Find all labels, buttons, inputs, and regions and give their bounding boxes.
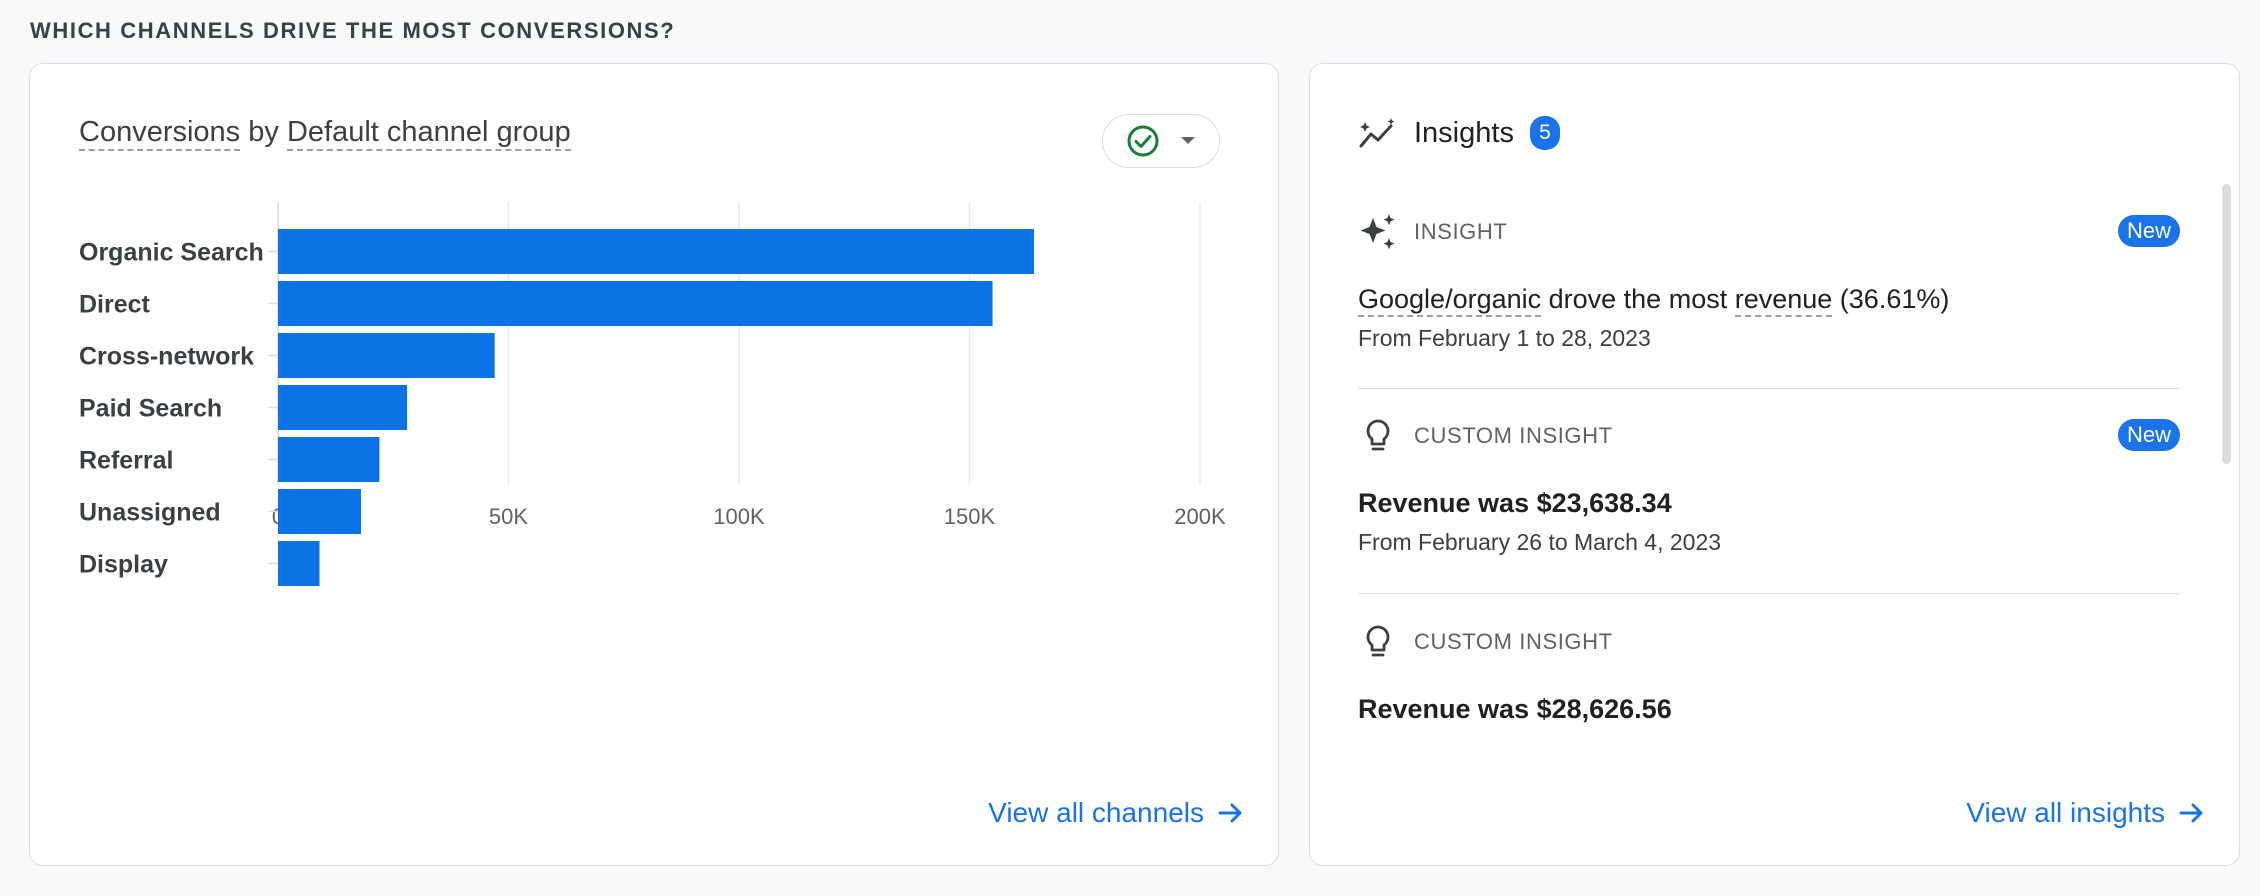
trend-sparkle-icon	[1359, 118, 1395, 148]
check-circle-icon	[1127, 125, 1159, 157]
bar-organic-search[interactable]	[278, 229, 1035, 274]
insight-type-label: CUSTOM INSIGHT	[1414, 629, 1613, 654]
insights-scrollbar[interactable]	[2222, 184, 2231, 464]
category-label: Direct	[79, 291, 151, 319]
new-badge: New	[2117, 419, 2180, 451]
insights-count-badge: 5	[1529, 116, 1560, 150]
insight-dimension-term[interactable]: Google/organic	[1358, 284, 1542, 317]
insights-card: Insights 5 INSIGHT New Google/organic dr…	[1309, 63, 2240, 866]
chart-title-connector: by	[240, 116, 287, 148]
category-label: Referral	[79, 447, 174, 475]
bar-paid-search[interactable]	[278, 385, 408, 430]
insight-item[interactable]: INSIGHT New Google/organic drove the mos…	[1358, 212, 2180, 352]
bar-unassigned[interactable]	[278, 489, 361, 534]
chart-title: Conversions by Default channel group	[79, 116, 571, 151]
view-all-channels-label: View all channels	[988, 797, 1204, 828]
bar-referral[interactable]	[278, 437, 380, 482]
insight-type-row: INSIGHT	[1358, 212, 2180, 252]
sparkle-icon	[1360, 214, 1395, 250]
insight-headline: Revenue was $28,626.56	[1358, 694, 1672, 724]
view-all-channels-link[interactable]: View all channels	[988, 797, 1244, 829]
insights-title: Insights	[1414, 116, 1514, 149]
insight-headline-value: (36.61%)	[1832, 284, 1950, 314]
lightbulb-icon	[1366, 419, 1390, 451]
insight-type-label: INSIGHT	[1414, 219, 1508, 244]
view-all-insights-label: View all insights	[1966, 797, 2165, 828]
lightbulb-icon	[1366, 625, 1390, 657]
insight-type-row: CUSTOM INSIGHT	[1358, 416, 2180, 456]
category-label: Paid Search	[79, 395, 222, 423]
arrow-right-icon	[2179, 803, 2203, 823]
caret-down-icon	[1181, 137, 1195, 144]
metric-selector[interactable]: Conversions	[79, 116, 241, 151]
new-badge: New	[2117, 215, 2180, 247]
x-tick-label: 50K	[489, 504, 528, 529]
divider	[1358, 388, 2180, 389]
category-label: Unassigned	[79, 499, 221, 527]
insight-date: From February 26 to March 4, 2023	[1358, 529, 1722, 555]
category-label: Cross-network	[79, 343, 254, 371]
x-tick-label: 150K	[944, 504, 996, 529]
x-tick-label: 200K	[1174, 504, 1226, 529]
insight-metric-term[interactable]: revenue	[1734, 284, 1833, 317]
bar-chart: 050K100K150K200KOrganic SearchDirectCros…	[79, 202, 1226, 586]
insights-header: Insights 5	[1358, 116, 1560, 150]
x-tick-label: 100K	[713, 504, 765, 529]
insight-type-row: CUSTOM INSIGHT	[1358, 622, 2180, 662]
section-title: WHICH CHANNELS DRIVE THE MOST CONVERSION…	[30, 18, 676, 43]
comparison-status-dropdown[interactable]	[1102, 114, 1220, 168]
bar-cross-network[interactable]	[278, 333, 495, 378]
bar-direct[interactable]	[278, 281, 993, 326]
insight-headline: Google/organic drove the most revenue (3…	[1358, 284, 2180, 317]
insight-item[interactable]: CUSTOM INSIGHT New Revenue was $23,638.3…	[1358, 416, 2180, 556]
insight-headline-mid: drove the most	[1541, 284, 1735, 314]
arrow-right-icon	[1218, 803, 1242, 823]
insight-headline: Revenue was $23,638.34	[1358, 488, 1672, 518]
divider	[1358, 593, 2180, 594]
category-label: Organic Search	[79, 239, 264, 267]
insight-date: From February 1 to 28, 2023	[1358, 325, 1651, 351]
conversions-chart-card: Conversions by Default channel group 050…	[29, 63, 1279, 866]
bar-display[interactable]	[278, 541, 320, 586]
category-label: Display	[79, 551, 168, 579]
view-all-insights-link[interactable]: View all insights	[1966, 797, 2205, 829]
dimension-selector[interactable]: Default channel group	[286, 116, 571, 151]
insight-type-label: CUSTOM INSIGHT	[1414, 423, 1613, 448]
insight-item[interactable]: CUSTOM INSIGHT Revenue was $28,626.56	[1358, 622, 2180, 725]
